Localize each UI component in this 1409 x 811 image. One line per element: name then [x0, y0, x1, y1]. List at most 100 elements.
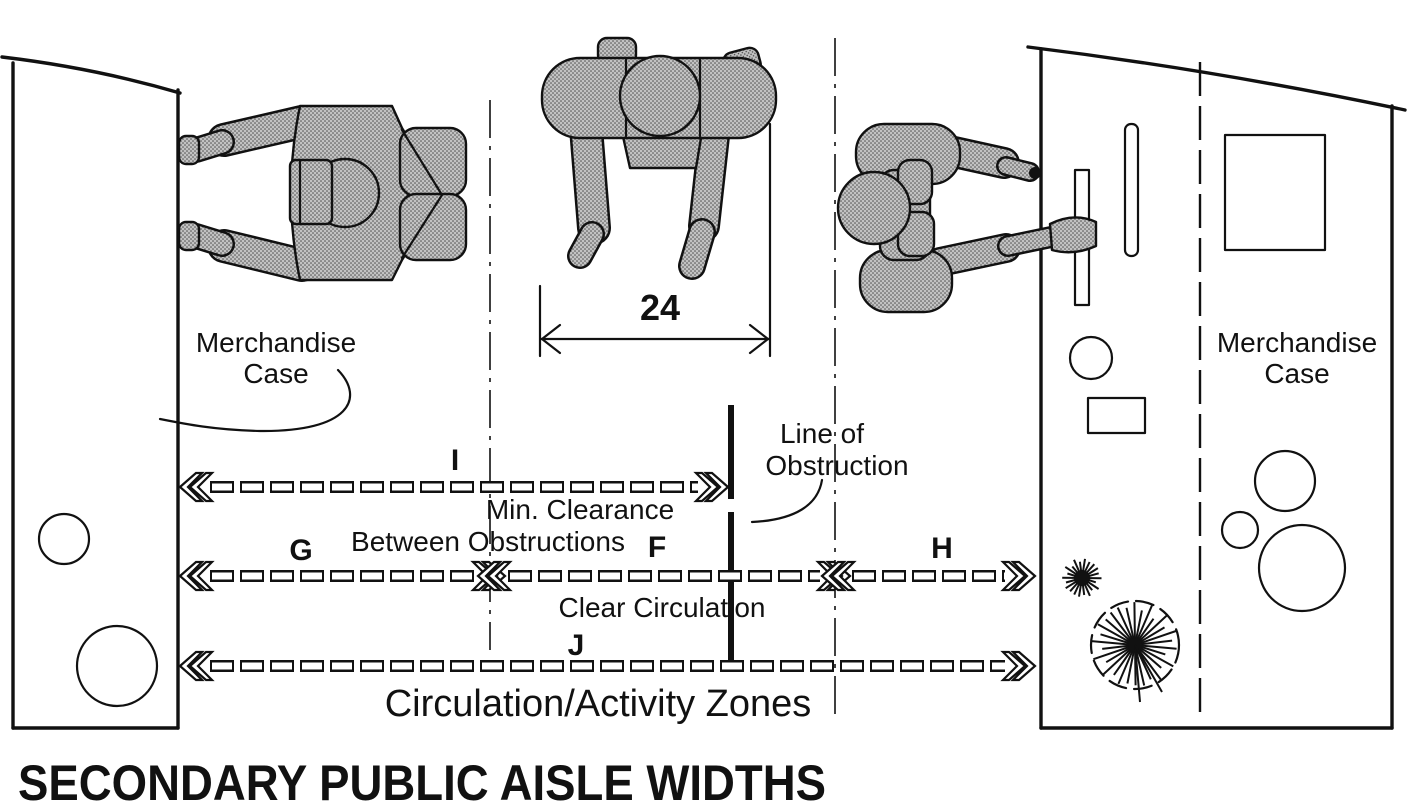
upper-arm-top — [207, 105, 319, 157]
dimension-h-arrow — [820, 560, 1037, 592]
limb-fill — [185, 225, 233, 255]
obstruction-leader — [750, 478, 824, 524]
hand-left — [567, 221, 605, 269]
right-case-knob-circle — [1068, 335, 1114, 381]
hand-gripping-handle — [1048, 216, 1098, 254]
right-case-small-rectangle — [1086, 396, 1147, 435]
plant-leaf — [1134, 644, 1163, 693]
dimension-i-arrow — [178, 471, 730, 503]
arrowhead-right — [693, 471, 730, 503]
body-width-value: 24 — [640, 287, 680, 328]
right-case-top-edge — [1026, 45, 1407, 112]
plant-rim — [1089, 599, 1181, 691]
arrowhead-left — [178, 471, 215, 503]
plant-leaf — [1102, 644, 1136, 676]
obstruction-label-line1: Line of — [780, 418, 864, 449]
min-clearance-caption-line1: Min. Clearance — [486, 494, 674, 525]
right-case-label-line2: Case — [1264, 358, 1329, 389]
arrowhead-left — [476, 560, 513, 592]
arrowhead-right — [1000, 650, 1037, 682]
dimension-letter-h: H — [931, 532, 953, 565]
limb-fill — [998, 158, 1038, 180]
dimension-arrowhead-right — [748, 323, 770, 355]
right-case-slot — [1123, 122, 1140, 258]
hand-bottom — [177, 220, 201, 252]
dimension-letter-f: F — [648, 531, 666, 564]
body-width-dimension: 24 — [538, 122, 772, 358]
dimension-f-arrow — [476, 560, 852, 592]
arrowhead-left — [820, 560, 857, 592]
limb-fill — [185, 131, 233, 161]
back-crease — [400, 128, 444, 260]
limb-fill — [999, 227, 1065, 255]
upper-arm-bottom — [207, 229, 319, 282]
limb-fill — [209, 231, 317, 280]
upper-arm-bottom — [925, 233, 1021, 277]
arrowhead-left — [178, 650, 215, 682]
plant-leaf — [1134, 644, 1174, 668]
left-merchandise-case — [0, 55, 182, 730]
arrowhead-left — [178, 560, 215, 592]
head — [618, 54, 702, 138]
limb-fill — [690, 122, 728, 240]
min-clearance-caption-line2: Between Obstructions — [351, 526, 625, 557]
plant-leaf — [1134, 614, 1168, 646]
plant-leaf — [1134, 630, 1177, 646]
limb-fill — [209, 107, 317, 155]
right-case-circle-upper — [1253, 449, 1317, 513]
left-case-label-line1: Merchandise — [196, 327, 356, 358]
forearm-bottom — [997, 225, 1067, 257]
arm-right — [688, 120, 730, 242]
shopper-figure-right — [836, 122, 1098, 314]
left-case-top-edge — [0, 55, 182, 95]
plant-leaf — [1097, 623, 1136, 646]
right-case-display-square — [1223, 133, 1327, 252]
forearm-top — [996, 156, 1040, 182]
right-case-circle-large — [1257, 523, 1347, 613]
hand-top — [1029, 167, 1041, 179]
plant-leaf — [1134, 644, 1141, 703]
limb-fill — [927, 235, 1019, 275]
right-merchandise-case — [1026, 45, 1407, 730]
dimension-g-arrow — [178, 560, 507, 592]
left-case-large-circle — [75, 624, 159, 708]
head — [836, 170, 912, 246]
limb-fill — [569, 223, 603, 267]
circulation-zones-caption: Circulation/Activity Zones — [385, 683, 812, 725]
forearm-bottom — [183, 223, 235, 257]
right-case-plant-large — [1089, 599, 1181, 703]
dimension-j-arrow — [178, 650, 1037, 682]
shopper-figure-left — [177, 104, 468, 282]
dimension-arrowhead-left — [540, 323, 562, 355]
dimension-letter-g: G — [289, 534, 312, 567]
diagram-title: SECONDARY PUBLIC AISLE WIDTHS — [18, 755, 826, 811]
shopper-figure-center — [540, 36, 778, 280]
arrowhead-right — [1000, 560, 1037, 592]
plant-leaf — [1133, 602, 1136, 646]
left-case-leader — [158, 368, 352, 433]
limb-fill — [680, 220, 714, 278]
plant-leaf — [1134, 604, 1154, 646]
dimension-letter-i: I — [451, 444, 459, 477]
hand-right — [678, 218, 716, 280]
plant-leaf — [1093, 644, 1136, 661]
plant-leaf — [1117, 644, 1136, 685]
left-case-label-line2: Case — [243, 358, 308, 389]
hand-top — [177, 134, 201, 166]
right-case-plant-small — [1062, 558, 1102, 597]
plant-leaf — [1091, 640, 1136, 646]
obstruction-label-line2: Obstruction — [765, 450, 908, 481]
plant-core — [1074, 570, 1090, 586]
right-case-circle-small — [1220, 510, 1260, 550]
forearm-top — [183, 129, 235, 163]
lower-back — [398, 192, 468, 262]
limb-fill — [571, 113, 609, 243]
upper-back — [398, 126, 468, 198]
dimension-arrows — [178, 471, 1037, 682]
arm-left — [569, 111, 611, 245]
face — [288, 158, 334, 226]
left-case-small-circle — [37, 512, 91, 566]
clear-circulation-caption: Clear Circulation — [559, 592, 766, 623]
right-case-label-line1: Merchandise — [1217, 327, 1377, 358]
